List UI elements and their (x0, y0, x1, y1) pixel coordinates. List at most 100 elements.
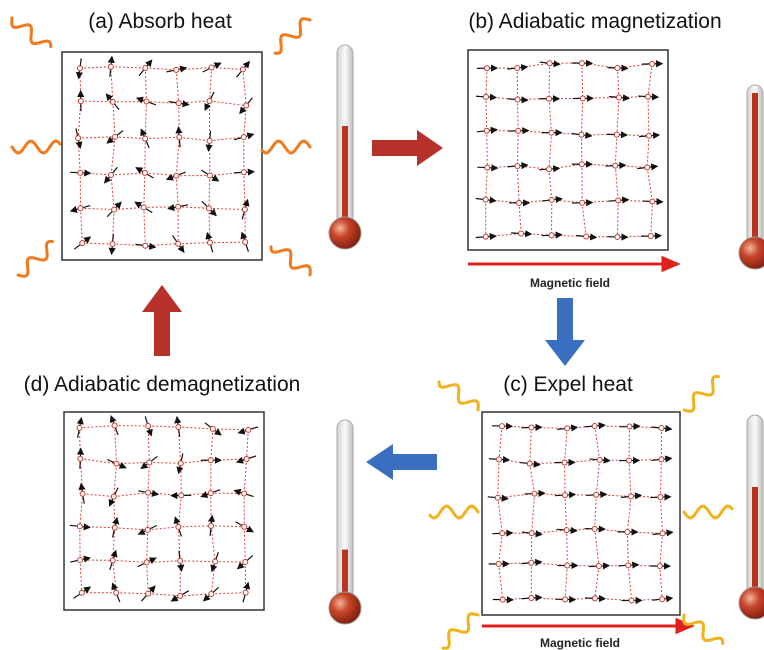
spin-site (240, 134, 247, 141)
lattice-bond (529, 463, 536, 494)
spin-site (141, 169, 148, 176)
lattice-bond (175, 137, 180, 176)
spin-site (624, 528, 631, 535)
lattice-bond (147, 526, 179, 531)
lattice-bond (178, 525, 212, 528)
spin-site (528, 559, 535, 566)
lattice-bond (566, 530, 568, 566)
spin-site (614, 233, 621, 240)
spin-site (76, 424, 83, 431)
spin-site (659, 596, 666, 603)
spin-site (175, 100, 182, 107)
spin-site (561, 459, 568, 466)
lattice-bond (113, 492, 149, 498)
lattice-bond (498, 426, 503, 460)
spin-site (612, 162, 619, 169)
spin-site (482, 93, 489, 100)
lattice-bond (516, 130, 519, 166)
spin-site (212, 558, 219, 565)
spin-site (562, 596, 569, 603)
lattice-bond (581, 63, 584, 99)
spin-site (593, 491, 600, 498)
spin-site (528, 595, 535, 602)
spin-site (495, 560, 502, 567)
spin-site (76, 65, 83, 72)
spin-site (207, 490, 214, 497)
spin-site (591, 525, 598, 532)
spin-site (208, 522, 215, 529)
spin-site (494, 494, 501, 501)
spin-site (140, 204, 147, 211)
spin-site (175, 240, 182, 247)
sample-box (61, 51, 263, 261)
lattice-bond (143, 172, 146, 208)
lattice-bond (616, 67, 620, 98)
lattice-bond (594, 494, 597, 529)
spin-site (628, 597, 635, 604)
lattice-bond (209, 136, 244, 142)
lattice-bond (243, 458, 248, 494)
field-label: Magnetic field (540, 636, 620, 650)
lattice-bond (498, 533, 503, 564)
lattice-bond (175, 69, 180, 104)
lattice-bond (211, 525, 245, 528)
lattice-bond (180, 560, 216, 563)
lattice-bond (112, 559, 147, 563)
spin-site (644, 93, 651, 100)
field-label: Magnetic field (530, 276, 610, 290)
spin-site (207, 239, 214, 246)
panel-title: (d) Adiabatic demagnetization (24, 373, 301, 396)
heat-wave (16, 239, 55, 278)
spin-site (499, 596, 506, 603)
thermometer-level (342, 126, 348, 225)
spin-site (142, 135, 149, 142)
spin-site (177, 592, 184, 599)
lattice-bond (79, 66, 111, 69)
spin-site (548, 232, 555, 239)
lattice-bond (146, 100, 179, 104)
thermometer-bulb (738, 236, 764, 270)
spin-site (591, 422, 598, 429)
spin-site (173, 66, 180, 73)
spin-site (518, 230, 525, 237)
spin-site (206, 172, 213, 179)
lattice-bond (178, 426, 213, 430)
lattice-bond (626, 531, 629, 566)
heat-wave (441, 612, 480, 650)
lattice-bond (110, 66, 146, 69)
heat-wave (269, 245, 312, 277)
spin-site (614, 64, 621, 71)
spin-site (595, 563, 602, 570)
spin-site (243, 102, 250, 109)
lattice-bond (82, 493, 114, 498)
lattice-bond (114, 527, 148, 531)
heat-wave (437, 380, 480, 412)
spin-site (615, 197, 622, 204)
spin-site (514, 162, 521, 169)
lattice-bond (149, 461, 181, 464)
lattice-bond (614, 165, 619, 201)
lattice-bond (144, 172, 177, 177)
thermometer-level (342, 549, 348, 600)
lattice-bond (594, 565, 600, 599)
spin-site (626, 457, 633, 464)
spin-site (578, 161, 585, 168)
spin-site (646, 132, 653, 139)
spin-site (77, 98, 84, 105)
spin-site (596, 456, 603, 463)
lattice-bond (208, 207, 245, 211)
spin-site (240, 169, 247, 176)
spin-site (175, 523, 182, 530)
thermometer-level (752, 487, 758, 595)
spin-site (613, 131, 620, 138)
lattice-bond (485, 96, 488, 131)
spin-site (145, 489, 152, 496)
lattice-bond (208, 175, 211, 209)
lattice-bond (498, 563, 504, 600)
lattice-bond (647, 96, 650, 136)
lattice-bond (178, 242, 211, 245)
spin-site (528, 424, 535, 431)
lattice-bond (145, 67, 177, 71)
lattice-bond (246, 429, 249, 460)
spin-site (143, 559, 150, 566)
